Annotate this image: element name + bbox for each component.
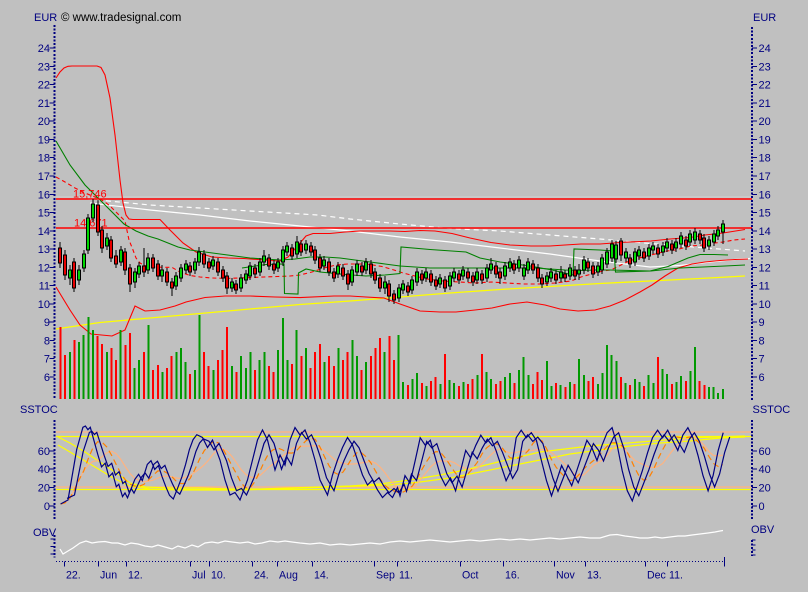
svg-text:6: 6 [759, 372, 765, 384]
svg-text:12: 12 [38, 262, 50, 274]
svg-text:11: 11 [39, 281, 50, 293]
svg-text:SSTOC: SSTOC [753, 404, 791, 416]
svg-text:21: 21 [759, 98, 771, 110]
svg-text:8: 8 [44, 335, 50, 347]
svg-text:22.: 22. [66, 570, 81, 582]
svg-text:6: 6 [44, 372, 50, 384]
svg-text:8: 8 [759, 335, 765, 347]
svg-text:16.: 16. [505, 570, 520, 582]
svg-text:17: 17 [759, 171, 771, 183]
svg-text:16: 16 [759, 189, 771, 201]
svg-text:22: 22 [759, 80, 771, 92]
svg-text:14: 14 [759, 226, 771, 238]
svg-text:19: 19 [759, 134, 771, 146]
svg-text:17: 17 [38, 171, 50, 183]
svg-text:21: 21 [38, 98, 50, 110]
svg-text:40: 40 [38, 464, 50, 476]
svg-text:12: 12 [759, 262, 771, 274]
svg-text:9: 9 [44, 317, 50, 329]
svg-text:Jun: Jun [100, 570, 117, 582]
svg-text:0: 0 [759, 501, 765, 513]
svg-text:23: 23 [759, 61, 771, 73]
svg-text:9: 9 [759, 317, 765, 329]
svg-text:14.: 14. [314, 570, 329, 582]
svg-text:15,746: 15,746 [73, 189, 107, 201]
svg-text:24: 24 [38, 43, 50, 55]
svg-text:11: 11 [759, 281, 770, 293]
svg-text:EUR: EUR [753, 12, 776, 24]
svg-text:13.: 13. [587, 570, 602, 582]
svg-text:60: 60 [759, 446, 771, 458]
svg-text:OBV: OBV [33, 527, 57, 539]
svg-text:20: 20 [38, 483, 50, 495]
svg-text:Jul: Jul [192, 570, 206, 582]
svg-text:20: 20 [38, 116, 50, 128]
svg-text:11.: 11. [669, 570, 683, 582]
svg-text:13: 13 [759, 244, 771, 256]
svg-text:15: 15 [38, 208, 50, 220]
svg-text:11.: 11. [399, 570, 413, 582]
svg-text:12.: 12. [128, 570, 143, 582]
svg-text:SSTOC: SSTOC [20, 404, 58, 416]
svg-text:Oct: Oct [462, 570, 479, 582]
svg-text:10: 10 [38, 299, 50, 311]
svg-text:60: 60 [38, 446, 50, 458]
svg-text:7: 7 [44, 354, 50, 366]
svg-text:Dec: Dec [647, 570, 667, 582]
svg-text:10.: 10. [211, 570, 226, 582]
svg-text:Nov: Nov [556, 570, 576, 582]
svg-text:16: 16 [38, 189, 50, 201]
svg-text:13: 13 [38, 244, 50, 256]
svg-text:20: 20 [759, 483, 771, 495]
svg-text:18: 18 [759, 153, 771, 165]
svg-text:15: 15 [759, 208, 771, 220]
svg-text:Aug: Aug [279, 570, 298, 582]
svg-text:EUR: EUR [34, 12, 57, 24]
svg-text:OBV: OBV [751, 524, 775, 536]
svg-text:24.: 24. [254, 570, 269, 582]
svg-text:7: 7 [759, 354, 765, 366]
svg-text:14: 14 [38, 226, 50, 238]
svg-text:10: 10 [759, 299, 771, 311]
svg-text:24: 24 [759, 43, 771, 55]
svg-text:18: 18 [38, 153, 50, 165]
svg-text:0: 0 [44, 501, 50, 513]
svg-text:20: 20 [759, 116, 771, 128]
svg-text:23: 23 [38, 61, 50, 73]
svg-text:19: 19 [38, 134, 50, 146]
svg-text:40: 40 [759, 464, 771, 476]
svg-text:Sep: Sep [376, 570, 395, 582]
svg-text:22: 22 [38, 80, 50, 92]
svg-text:© www.tradesignal.com: © www.tradesignal.com [61, 12, 181, 24]
